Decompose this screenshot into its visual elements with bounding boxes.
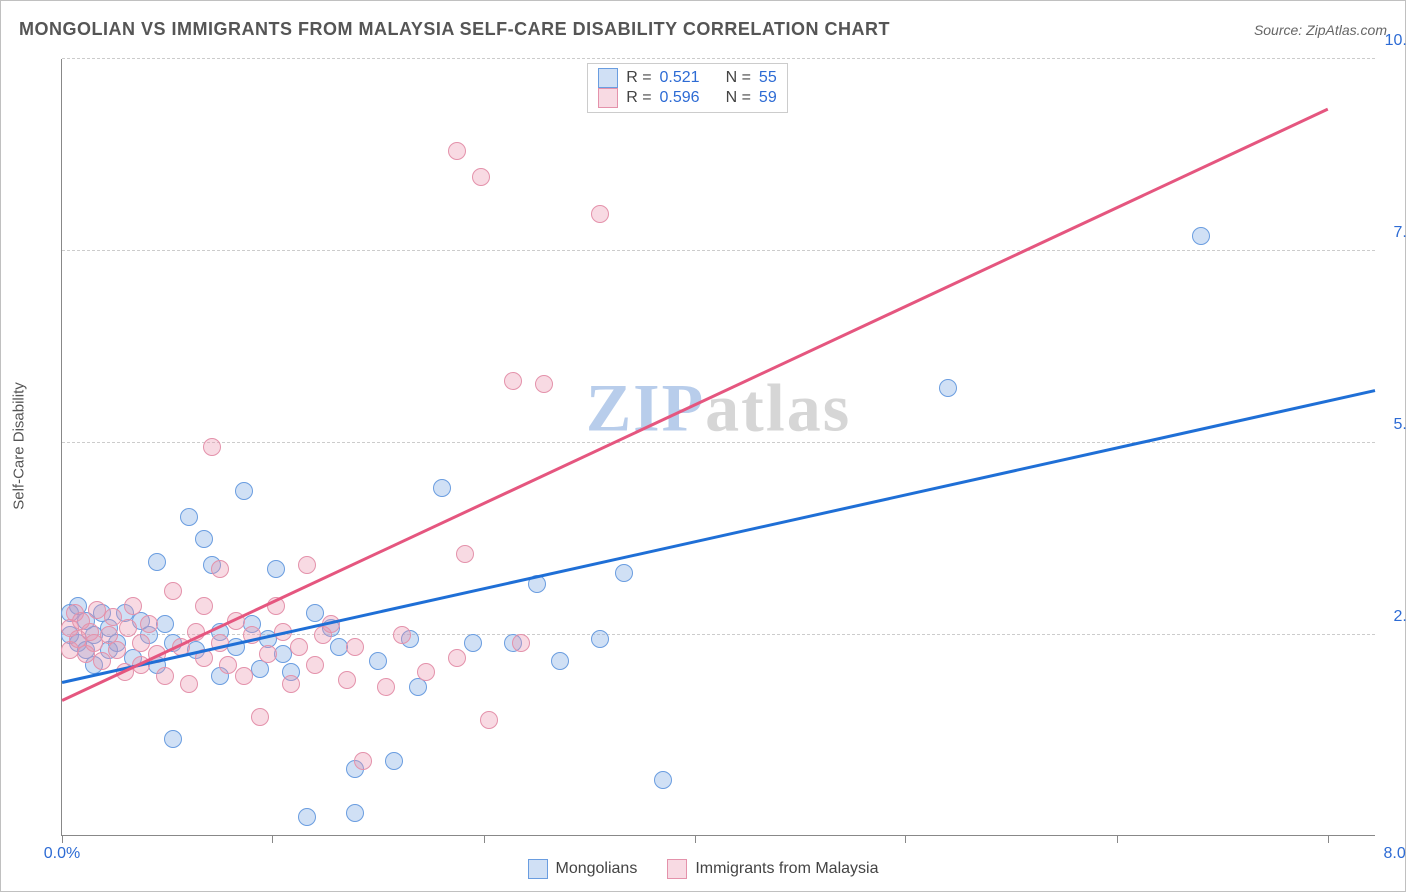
scatter-point	[156, 615, 174, 633]
trend-line	[61, 108, 1328, 701]
x-tick	[905, 835, 906, 843]
scatter-point	[282, 675, 300, 693]
scatter-point	[132, 634, 150, 652]
trend-line	[62, 389, 1376, 683]
scatter-point	[140, 615, 158, 633]
scatter-point	[104, 608, 122, 626]
chart-container: MONGOLIAN VS IMMIGRANTS FROM MALAYSIA SE…	[0, 0, 1406, 892]
y-tick-label: 10.0%	[1385, 32, 1406, 50]
scatter-point	[235, 667, 253, 685]
scatter-point	[164, 730, 182, 748]
legend-swatch-series-0	[598, 68, 618, 88]
scatter-point	[195, 530, 213, 548]
legend-item-0: Mongolians	[528, 859, 638, 879]
scatter-point	[448, 649, 466, 667]
y-axis-label: Self-Care Disability	[11, 382, 28, 510]
scatter-point	[369, 652, 387, 670]
chart-title: MONGOLIAN VS IMMIGRANTS FROM MALAYSIA SE…	[19, 19, 890, 40]
scatter-point	[448, 142, 466, 160]
scatter-point	[124, 597, 142, 615]
scatter-point	[251, 708, 269, 726]
legend-label-1: Immigrants from Malaysia	[695, 860, 878, 878]
scatter-point	[591, 205, 609, 223]
scatter-point	[346, 804, 364, 822]
scatter-point	[464, 634, 482, 652]
scatter-point	[148, 553, 166, 571]
legend-stats-row: R = 0.521 N = 55	[598, 68, 777, 88]
scatter-point	[219, 656, 237, 674]
scatter-point	[939, 379, 957, 397]
y-tick-label: 5.0%	[1394, 416, 1406, 434]
scatter-point	[480, 711, 498, 729]
scatter-point	[180, 508, 198, 526]
gridline	[62, 58, 1375, 59]
scatter-point	[259, 645, 277, 663]
x-tick	[1328, 835, 1329, 843]
r-value-0: 0.521	[660, 69, 700, 87]
scatter-point	[338, 671, 356, 689]
scatter-point	[298, 808, 316, 826]
legend-label-0: Mongolians	[556, 860, 638, 878]
scatter-point	[211, 560, 229, 578]
scatter-point	[354, 752, 372, 770]
n-label: N =	[726, 69, 751, 87]
scatter-point	[456, 545, 474, 563]
scatter-point	[108, 641, 126, 659]
n-value-1: 59	[759, 89, 777, 107]
scatter-point	[267, 560, 285, 578]
x-tick	[695, 835, 696, 843]
scatter-point	[93, 652, 111, 670]
r-value-1: 0.596	[660, 89, 700, 107]
n-label: N =	[726, 89, 751, 107]
scatter-point	[203, 438, 221, 456]
scatter-point	[346, 638, 364, 656]
r-label: R =	[626, 69, 651, 87]
scatter-point	[535, 375, 553, 393]
scatter-point	[298, 556, 316, 574]
scatter-point	[306, 656, 324, 674]
scatter-point	[591, 630, 609, 648]
x-tick	[484, 835, 485, 843]
watermark-part-b: atlas	[705, 370, 851, 446]
y-tick-label: 7.5%	[1394, 224, 1406, 242]
gridline	[62, 442, 1375, 443]
legend-swatch-1	[667, 859, 687, 879]
x-tick	[1117, 835, 1118, 843]
plot-area: ZIPatlas R = 0.521 N = 55 R = 0.596 N = …	[61, 59, 1375, 836]
legend-swatch-series-1	[598, 88, 618, 108]
scatter-point	[393, 626, 411, 644]
legend-swatch-0	[528, 859, 548, 879]
scatter-point	[164, 582, 182, 600]
scatter-point	[180, 675, 198, 693]
source-label: Source: ZipAtlas.com	[1254, 22, 1387, 38]
scatter-point	[433, 479, 451, 497]
x-tick	[62, 835, 63, 843]
scatter-point	[551, 652, 569, 670]
legend-stats-row: R = 0.596 N = 59	[598, 88, 777, 108]
scatter-point	[654, 771, 672, 789]
scatter-point	[417, 663, 435, 681]
legend-stats-box: R = 0.521 N = 55 R = 0.596 N = 59	[587, 63, 788, 113]
gridline	[62, 250, 1375, 251]
scatter-point	[235, 482, 253, 500]
y-tick-label: 2.5%	[1394, 608, 1406, 626]
scatter-point	[504, 372, 522, 390]
scatter-point	[472, 168, 490, 186]
r-label: R =	[626, 89, 651, 107]
scatter-point	[615, 564, 633, 582]
n-value-0: 55	[759, 69, 777, 87]
x-tick	[272, 835, 273, 843]
title-bar: MONGOLIAN VS IMMIGRANTS FROM MALAYSIA SE…	[19, 19, 1387, 40]
legend-bottom: Mongolians Immigrants from Malaysia	[1, 859, 1405, 879]
scatter-point	[119, 619, 137, 637]
scatter-point	[306, 604, 324, 622]
scatter-point	[1192, 227, 1210, 245]
legend-item-1: Immigrants from Malaysia	[667, 859, 878, 879]
scatter-point	[512, 634, 530, 652]
scatter-point	[290, 638, 308, 656]
scatter-point	[195, 597, 213, 615]
scatter-point	[385, 752, 403, 770]
scatter-point	[156, 667, 174, 685]
scatter-point	[377, 678, 395, 696]
